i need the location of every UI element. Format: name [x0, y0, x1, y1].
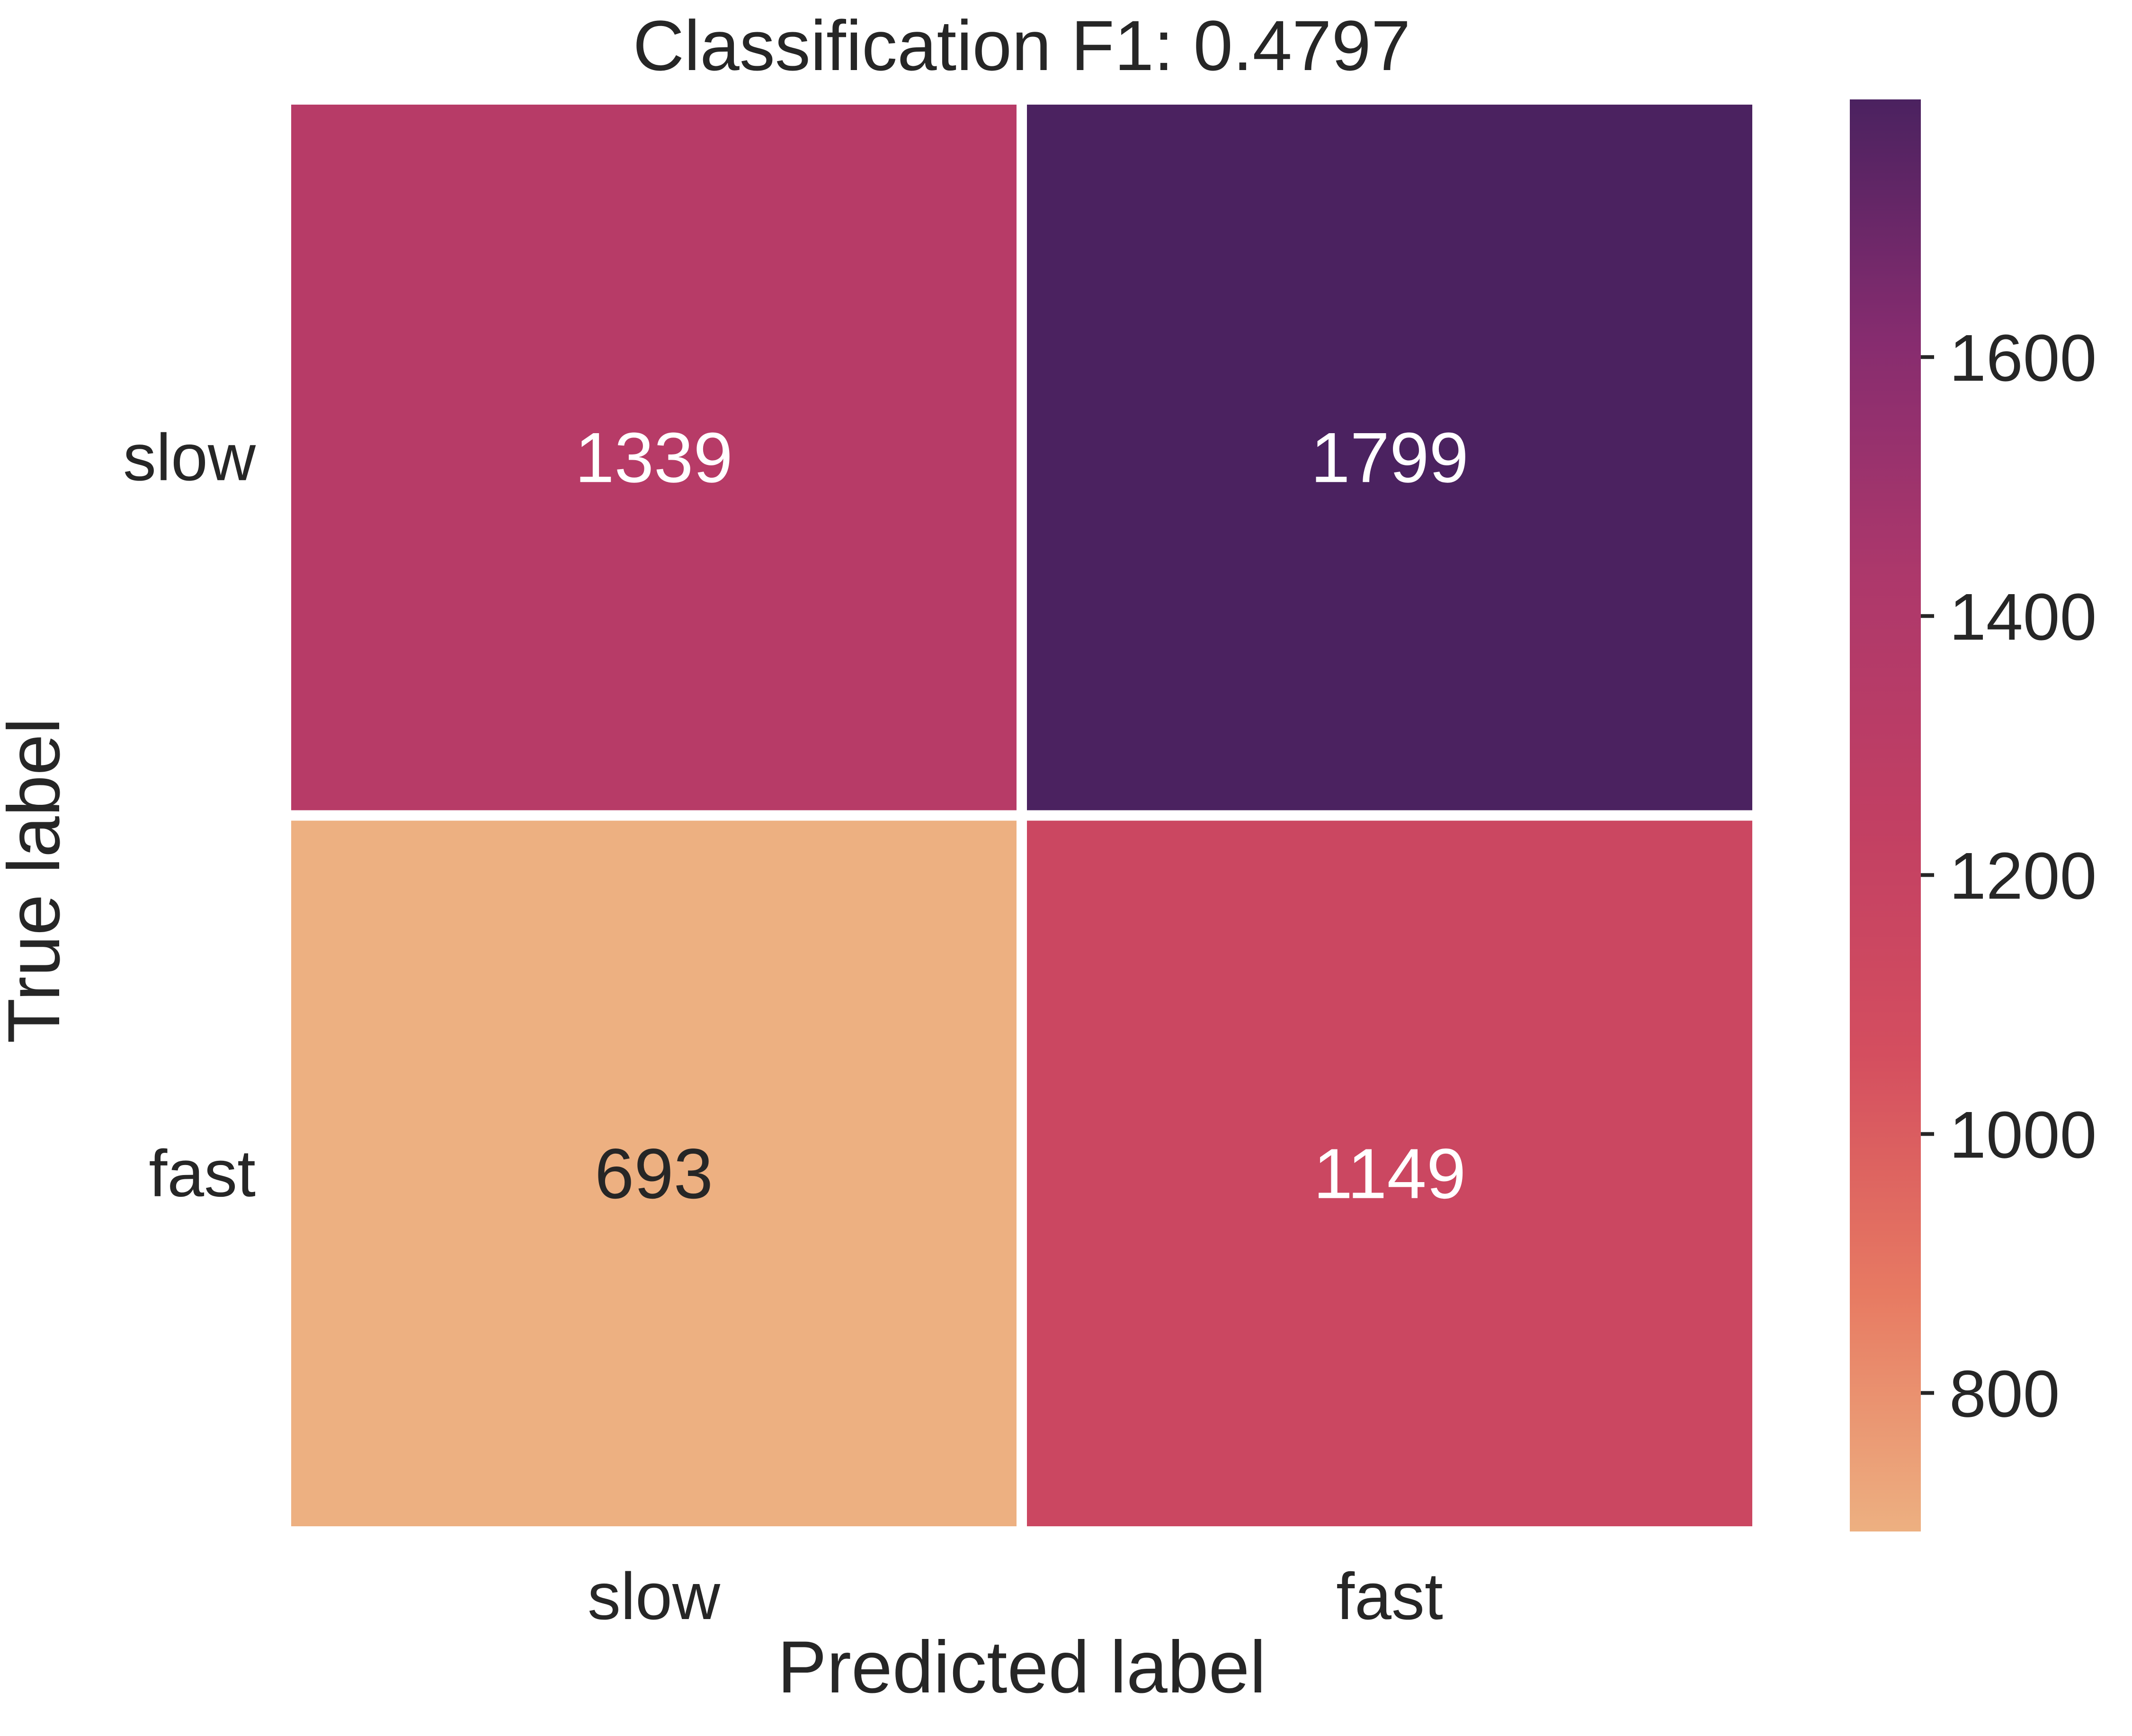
heatmap-cell	[1017, 810, 1763, 1537]
colorbar-tick-label: 1200	[1949, 838, 2096, 913]
cell-value-label: 693	[595, 1134, 713, 1213]
colorbar-ticks: 800 1000 1200 1400 1600	[1921, 320, 2096, 1431]
colorbar-tick-label: 1000	[1949, 1097, 2096, 1172]
x-tick-labels: slow fast	[588, 1559, 1443, 1633]
colorbar-tick-label: 1400	[1949, 579, 2096, 654]
heatmap-cell	[1017, 94, 1763, 821]
cell-value-label: 1339	[575, 418, 733, 497]
x-tick-label: fast	[1336, 1559, 1443, 1633]
heatmap-cell	[281, 810, 1027, 1537]
cell-value-label: 1799	[1311, 418, 1469, 497]
y-tick-label: slow	[123, 420, 256, 494]
colorbar: 800 1000 1200 1400 1600	[1850, 99, 2096, 1531]
x-tick-label: slow	[588, 1559, 721, 1633]
colorbar-tick-label: 1600	[1949, 320, 2096, 395]
y-tick-label: fast	[149, 1136, 256, 1211]
colorbar-tick-label: 800	[1949, 1356, 2060, 1431]
y-tick-labels: slow fast	[123, 420, 256, 1211]
x-axis-label: Predicted label	[777, 1626, 1266, 1709]
cell-value-label: 1149	[1313, 1134, 1466, 1213]
colorbar-gradient	[1850, 99, 1921, 1531]
heatmap-cells: 1339 1799 693 1149	[281, 94, 1763, 1537]
y-axis-label: True label	[0, 718, 75, 1043]
heatmap-cell	[281, 94, 1027, 821]
chart-title: Classification F1: 0.4797	[633, 6, 1411, 85]
